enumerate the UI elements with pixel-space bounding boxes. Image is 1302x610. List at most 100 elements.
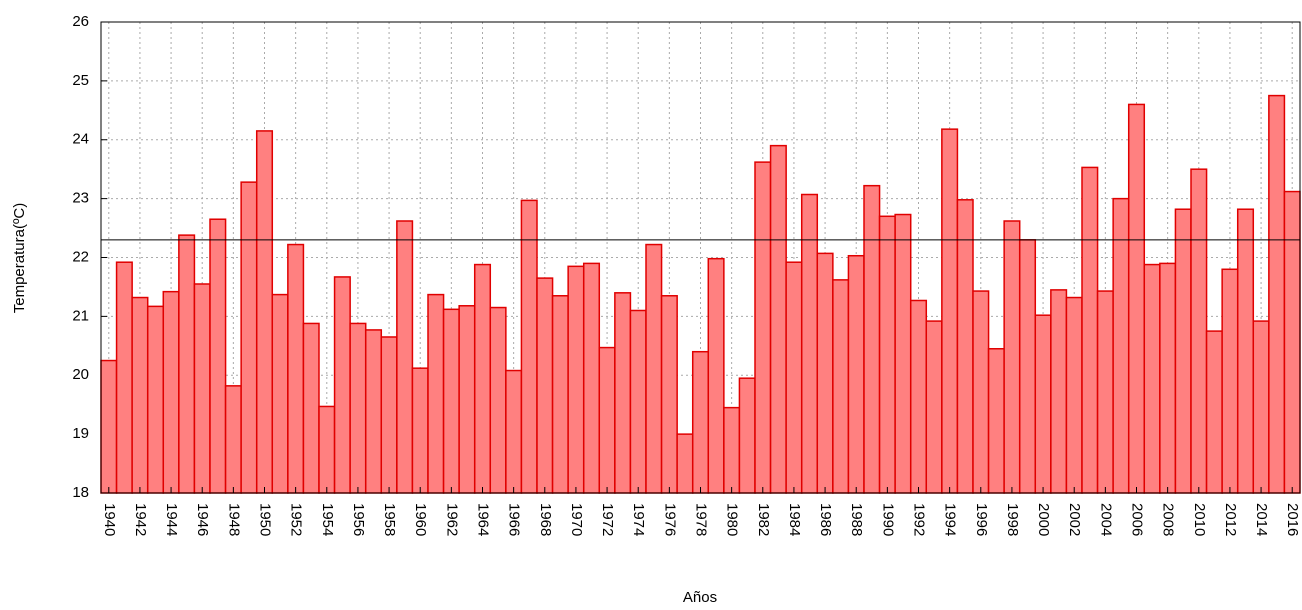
x-tick-label: 1968 (537, 503, 554, 536)
x-tick-label: 1990 (879, 503, 896, 536)
bar (723, 406, 741, 494)
bar (551, 295, 569, 494)
bar (255, 130, 274, 494)
bar (816, 252, 834, 494)
bar (1034, 314, 1052, 494)
bar (1143, 263, 1161, 494)
y-tick-label: 24 (72, 131, 89, 148)
x-tick-label: 2014 (1253, 503, 1270, 536)
bar (909, 299, 928, 494)
x-tick-label: 2008 (1160, 503, 1177, 536)
bar (505, 369, 523, 494)
x-tick-label: 1972 (599, 503, 616, 536)
bar (582, 262, 601, 494)
bar (832, 279, 850, 494)
bar (1018, 239, 1037, 494)
bar (271, 293, 289, 494)
x-tick-label: 1948 (225, 503, 242, 536)
plot-frame (100, 21, 1301, 494)
x-axis-label: Años (683, 589, 717, 606)
bar (1268, 94, 1286, 494)
bar (925, 320, 943, 494)
bar (458, 305, 476, 494)
bar (847, 254, 865, 494)
bar (536, 277, 554, 494)
x-tick-label: 1994 (942, 503, 959, 536)
bar (614, 292, 632, 494)
x-tick-label: 1946 (194, 503, 211, 536)
bar (396, 220, 414, 494)
bar (240, 181, 258, 494)
x-tick-label: 1978 (693, 503, 710, 536)
bar (473, 263, 492, 494)
x-tick-label: 2012 (1222, 503, 1239, 536)
x-tick-label: 2000 (1035, 503, 1052, 536)
x-tick-label: 1960 (412, 503, 429, 536)
y-tick-label: 21 (72, 307, 89, 324)
x-tick-label: 1970 (568, 503, 585, 536)
bar (956, 199, 974, 494)
bar (1236, 208, 1255, 494)
bar (193, 283, 211, 494)
bar (333, 276, 351, 494)
x-tick-label: 2004 (1097, 503, 1114, 536)
bar (878, 215, 896, 494)
x-tick-label: 1992 (911, 503, 928, 536)
bar (1221, 268, 1239, 494)
bar (287, 243, 305, 494)
bar (1252, 320, 1270, 494)
bar (1081, 166, 1099, 494)
bar (349, 322, 367, 494)
x-tick-label: 1958 (381, 503, 398, 536)
bar (1190, 168, 1208, 494)
x-tick-label: 1974 (630, 503, 647, 536)
bar (489, 306, 507, 494)
bar (894, 213, 912, 494)
bar (785, 261, 803, 494)
bar (146, 305, 165, 494)
bar (131, 296, 149, 494)
bar (364, 329, 383, 494)
bar (941, 128, 959, 494)
x-tick-label: 1984 (786, 503, 803, 536)
x-tick-label: 1962 (443, 503, 460, 536)
x-tick-label: 2016 (1284, 503, 1301, 536)
bar (1159, 262, 1177, 494)
bar (380, 336, 398, 494)
x-tick-label: 1998 (1004, 503, 1021, 536)
y-tick-label: 19 (72, 425, 89, 442)
bar (427, 293, 445, 494)
bar (645, 243, 663, 494)
y-axis-label: Temperatura(ºC) (11, 203, 28, 314)
bar (411, 367, 429, 494)
x-tick-label: 1956 (350, 503, 367, 536)
bar (1283, 190, 1301, 494)
bar (318, 405, 336, 494)
bar (863, 184, 881, 494)
bar (1096, 290, 1114, 494)
bar (598, 346, 616, 494)
y-tick-label: 20 (72, 366, 89, 383)
y-tick-label: 25 (72, 72, 89, 89)
bar (629, 309, 647, 494)
x-tick-label: 1988 (848, 503, 865, 536)
bar (1050, 289, 1068, 494)
bar (1127, 103, 1146, 494)
x-tick-label: 1966 (506, 503, 523, 536)
bar (769, 144, 787, 494)
bar (115, 261, 133, 494)
x-tick-label: 1996 (973, 503, 990, 536)
x-tick-label: 1940 (101, 503, 118, 536)
x-tick-label: 1952 (288, 503, 305, 536)
bar (707, 257, 725, 494)
y-tick-label: 23 (72, 190, 89, 207)
bar (520, 199, 538, 494)
bar (754, 161, 772, 494)
x-tick-label: 1986 (817, 503, 834, 536)
bar (972, 290, 990, 494)
x-tick-label: 1980 (724, 503, 741, 536)
y-tick-label: 18 (72, 484, 89, 501)
bar (100, 359, 118, 494)
bar (738, 377, 756, 494)
